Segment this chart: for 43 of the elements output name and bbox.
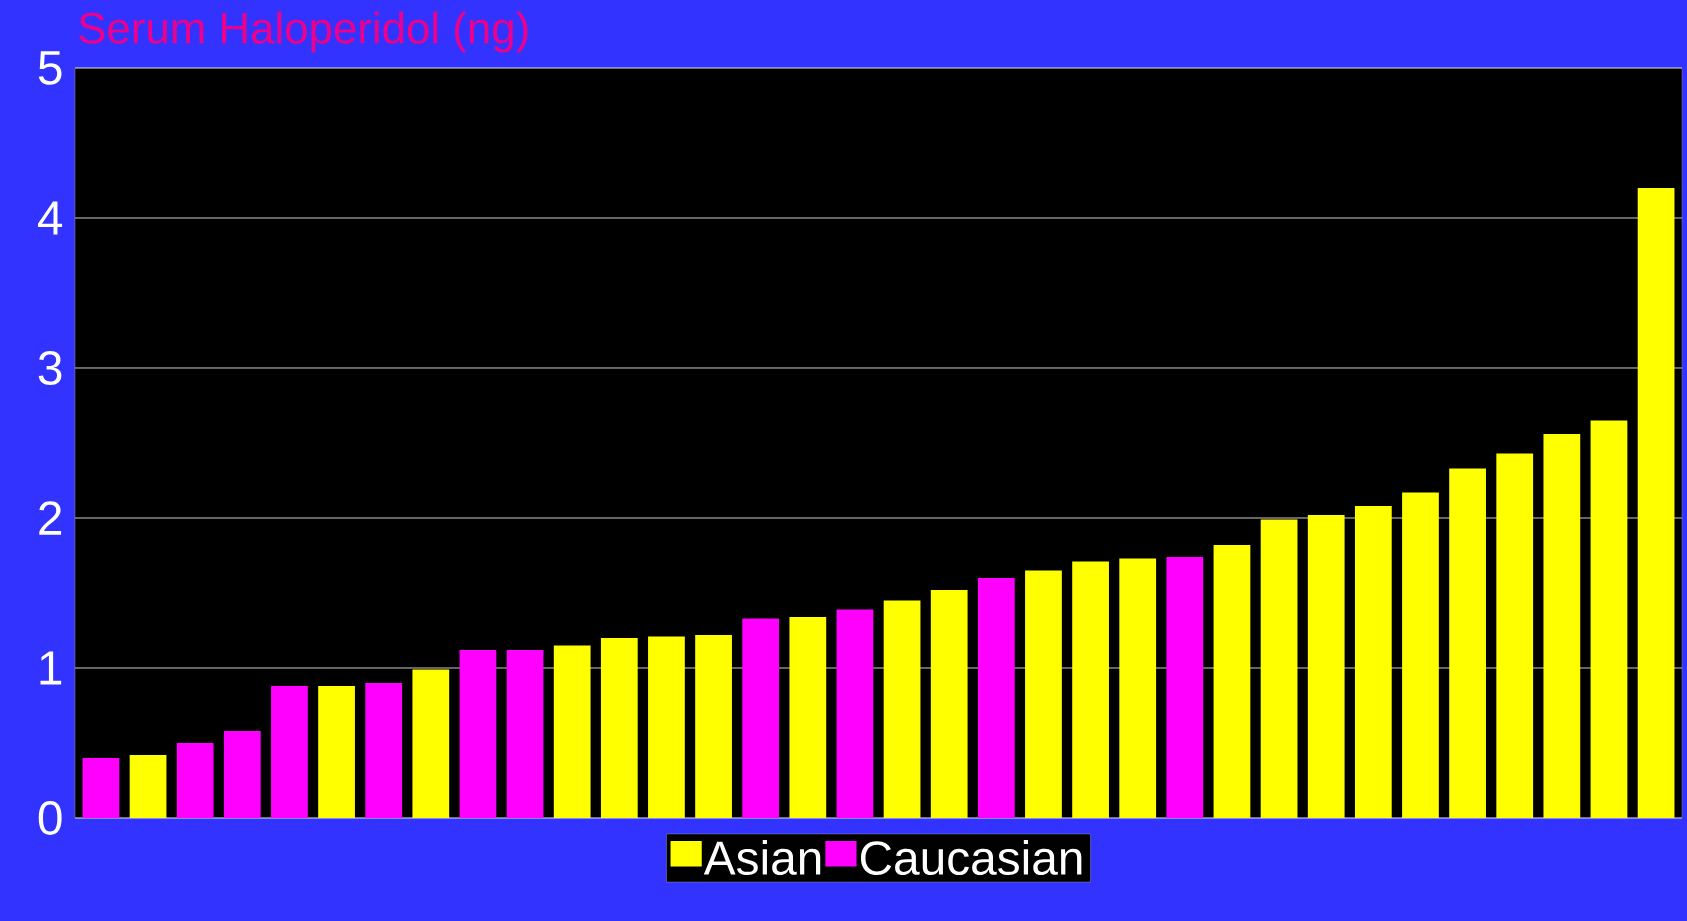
bar (648, 636, 685, 818)
bar (1025, 570, 1062, 818)
y-tick-label: 5 (38, 51, 62, 85)
bar (883, 600, 921, 818)
bar (789, 616, 827, 818)
bar (271, 686, 308, 818)
bar (1119, 558, 1157, 818)
bar (1166, 556, 1204, 818)
bar (1496, 453, 1534, 818)
bar (82, 758, 120, 818)
bar (600, 638, 638, 818)
bar (1543, 433, 1581, 818)
bar (1637, 187, 1675, 818)
bar (1402, 492, 1439, 818)
bar (977, 577, 1015, 818)
bar (365, 683, 403, 818)
bar (1449, 468, 1486, 818)
y-tick-label: 3 (38, 351, 62, 385)
bar (412, 669, 450, 818)
bar (1307, 514, 1345, 818)
legend-label: Caucasian (860, 839, 1082, 876)
y-tick-label: 1 (40, 651, 62, 685)
y-tick-label: 0 (38, 801, 62, 835)
bar (695, 635, 732, 818)
y-tick-label: 2 (39, 501, 62, 535)
bar (742, 618, 780, 818)
chart-title: Serum Haloperidol (ng) (79, 11, 528, 53)
bar (836, 609, 874, 818)
bar (318, 686, 355, 818)
y-tick-label: 4 (37, 201, 63, 235)
bar (1260, 519, 1298, 818)
bar (553, 645, 591, 818)
bar (176, 743, 214, 818)
bar (1590, 420, 1628, 818)
bar (129, 755, 167, 818)
bar (1213, 544, 1251, 818)
legend-label: Asian (703, 839, 821, 876)
bar (506, 650, 544, 818)
bar (1072, 561, 1109, 818)
bar (1354, 505, 1392, 818)
bar (459, 650, 497, 818)
bar (930, 589, 968, 818)
bar (223, 731, 261, 818)
